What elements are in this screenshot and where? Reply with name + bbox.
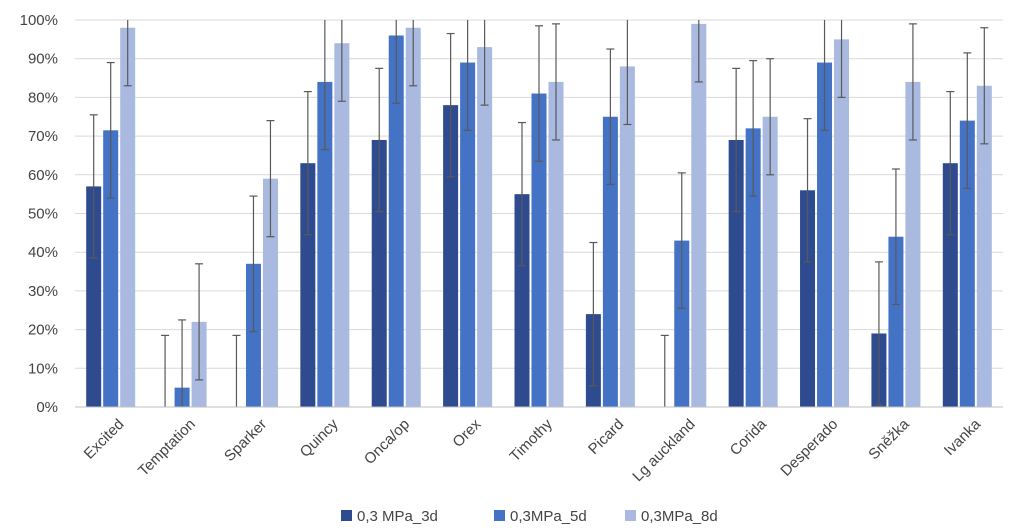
error-bars: [89, 20, 989, 407]
y-tick-label: 10%: [28, 360, 58, 377]
y-tick-label: 90%: [28, 51, 58, 68]
y-axis-ticks: 0% 10% 20% 30% 40% 50% 60% 70% 80% 90% 100%: [20, 12, 58, 416]
y-tick-label: 0%: [36, 399, 58, 416]
y-tick-label: 60%: [28, 167, 58, 184]
legend-label: 0,3MPa_8d: [641, 508, 718, 525]
bar: [531, 93, 547, 407]
bar: [103, 130, 119, 408]
bar: [800, 190, 816, 407]
x-tick-label: Ivanka: [941, 415, 985, 459]
x-tick-label: Temptation: [135, 416, 199, 480]
legend-swatch: [625, 510, 636, 521]
bar: [905, 81, 921, 408]
bar: [674, 240, 690, 407]
x-tick-label: Corida: [727, 415, 771, 459]
bar: [959, 120, 975, 408]
bar: [514, 194, 530, 407]
bar: [691, 23, 707, 408]
x-tick-label: Sparker: [221, 416, 270, 465]
bar: [245, 263, 261, 407]
y-tick-label: 70%: [28, 128, 58, 145]
bar: [745, 128, 761, 408]
bar: [942, 163, 958, 407]
bar: [477, 47, 493, 408]
bar: [262, 178, 278, 407]
legend-swatch: [494, 510, 505, 521]
x-tick-label: Timothy: [506, 415, 556, 465]
bar: [371, 139, 387, 407]
bar: [388, 35, 404, 407]
legend: 0,3 MPa_3d 0,3MPa_5d 0,3MPa_8d: [341, 508, 718, 525]
y-tick-label: 20%: [28, 322, 58, 339]
x-tick-label: Sněžka: [865, 415, 913, 463]
legend-swatch: [341, 510, 352, 521]
x-tick-label: Desperado: [777, 416, 841, 480]
bar: [334, 43, 350, 407]
bar: [300, 163, 316, 407]
y-tick-label: 40%: [28, 244, 58, 261]
x-tick-label: Onca/op: [361, 416, 413, 468]
bar: [817, 62, 833, 407]
bar: [443, 105, 459, 407]
x-tick-label: Excited: [81, 416, 128, 463]
bar: [619, 66, 635, 407]
bar: [405, 27, 421, 408]
bar: [120, 27, 136, 408]
bar: [602, 116, 618, 407]
bar: [976, 85, 992, 407]
y-tick-label: 100%: [20, 12, 58, 29]
bar: [728, 139, 744, 407]
bar: [762, 116, 778, 407]
x-tick-label: Picard: [585, 416, 627, 458]
bar: [834, 39, 850, 407]
bar: [460, 62, 476, 407]
legend-label: 0,3 MPa_3d: [357, 508, 438, 525]
bar: [317, 81, 333, 408]
y-tick-label: 30%: [28, 283, 58, 300]
bar: [86, 186, 102, 407]
x-tick-label: Orex: [449, 415, 484, 450]
y-tick-label: 50%: [28, 206, 58, 223]
x-tick-label: Quincy: [297, 415, 342, 460]
x-tick-label: Lg auckland: [629, 416, 698, 485]
bar: [888, 236, 904, 407]
y-tick-label: 80%: [28, 89, 58, 106]
bars: [86, 23, 992, 408]
x-axis-categories: Excited Temptation Sparker Quincy Onca/op Ore…: [81, 415, 985, 485]
bar: [548, 81, 564, 408]
legend-label: 0,3MPa_5d: [510, 508, 587, 525]
